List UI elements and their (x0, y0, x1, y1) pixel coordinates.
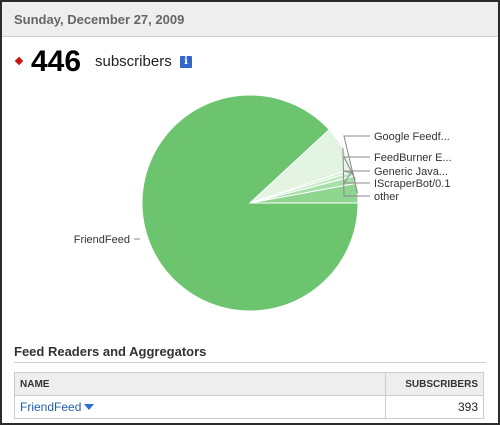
subscribers-column-header[interactable]: SUBSCRIBERS (385, 372, 484, 396)
subscribers-pie-chart: FriendFeed Google Feedf... FeedBurner E...… (74, 94, 452, 312)
name-column-header[interactable]: NAME (14, 372, 386, 396)
dropdown-caret-icon[interactable] (84, 404, 95, 410)
pie-leader-line (342, 147, 370, 197)
reader-name-link[interactable]: FriendFeed (20, 400, 82, 414)
section-title: Feed Readers and Aggregators (14, 344, 207, 359)
pie-label-iscraperbot-0-1: IScraperBot/0.1 (374, 178, 450, 190)
pie-label-friendfeed: FriendFeed (74, 234, 130, 246)
table-header-row: NAME SUBSCRIBERS (14, 372, 484, 396)
table-row: FriendFeed 393 (14, 395, 484, 419)
feed-readers-table: NAME SUBSCRIBERS FriendFeed 393 (14, 372, 484, 419)
diamond-bullet-icon (14, 56, 24, 66)
pie-label-generic-java: Generic Java... (374, 166, 448, 178)
date-title: Sunday, December 27, 2009 (14, 12, 185, 27)
info-icon[interactable]: i (180, 56, 192, 68)
subscriber-count-label: subscribers (95, 53, 172, 70)
date-header: Sunday, December 27, 2009 (2, 2, 498, 37)
pie-label-google-feedf: Google Feedf... (374, 131, 450, 143)
reader-subscribers-cell: 393 (385, 395, 484, 419)
subscriber-count: 446 (31, 45, 82, 78)
reader-name-cell[interactable]: FriendFeed (14, 395, 386, 419)
pie-label-other: other (374, 191, 399, 203)
section-divider (14, 362, 486, 363)
pie-label-feedburner-e: FeedBurner E... (374, 152, 452, 164)
pie-slice-other[interactable] (249, 128, 354, 204)
